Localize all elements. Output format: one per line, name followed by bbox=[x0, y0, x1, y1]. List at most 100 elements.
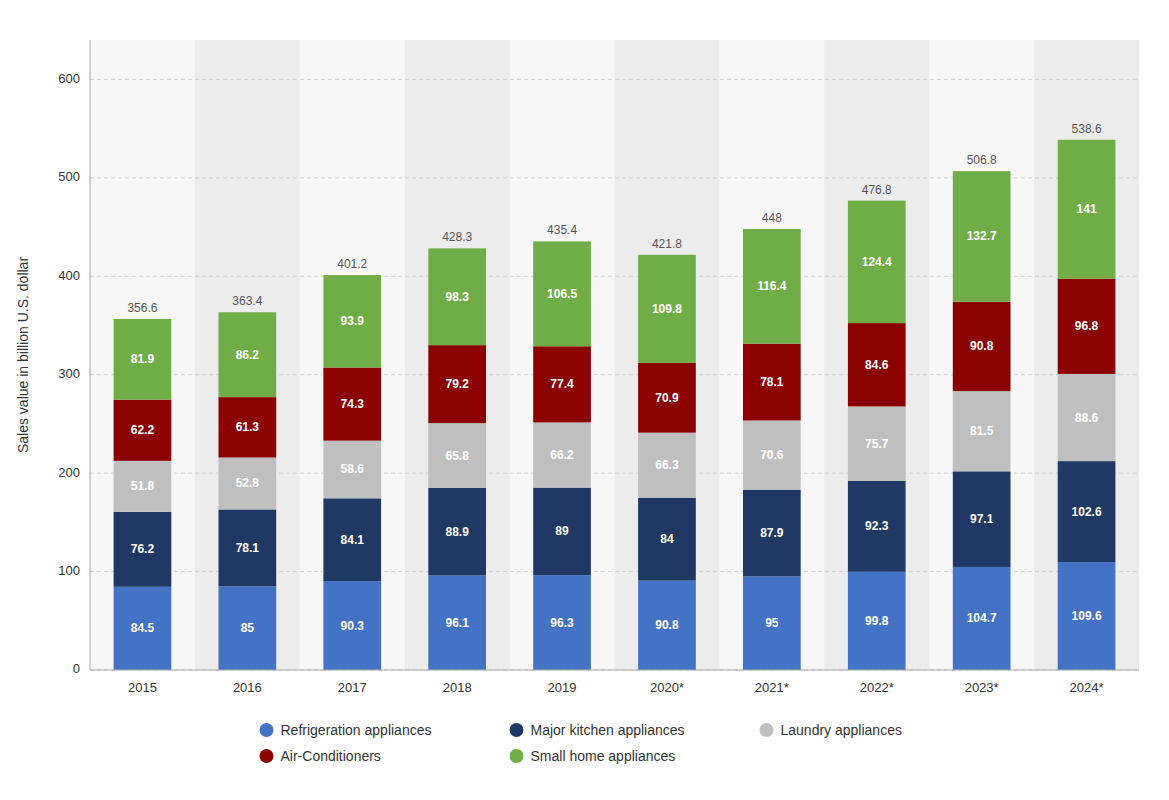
legend-marker bbox=[260, 723, 274, 737]
data-label: 58.6 bbox=[341, 462, 365, 476]
x-tick-label: 2017 bbox=[338, 680, 367, 695]
bar-segment bbox=[953, 567, 1011, 670]
data-label: 74.3 bbox=[341, 397, 365, 411]
total-label: 401.2 bbox=[337, 257, 367, 271]
bar-segment bbox=[219, 509, 277, 586]
legend-item: Small home appliances bbox=[510, 748, 676, 764]
data-label: 75.7 bbox=[865, 437, 889, 451]
bar-segment bbox=[848, 481, 906, 572]
bar-segment bbox=[323, 498, 381, 581]
bar-segment bbox=[219, 586, 277, 670]
legend-label: Refrigeration appliances bbox=[281, 722, 432, 738]
y-tick-label: 600 bbox=[58, 71, 80, 86]
data-label: 102.6 bbox=[1072, 505, 1102, 519]
bar-segment bbox=[848, 201, 906, 323]
bar-segment bbox=[533, 488, 591, 576]
column-band bbox=[615, 40, 720, 670]
legend-label: Small home appliances bbox=[531, 748, 676, 764]
data-label: 84 bbox=[660, 532, 674, 546]
legend-item: Laundry appliances bbox=[760, 722, 902, 738]
x-tick-label: 2018 bbox=[443, 680, 472, 695]
bar-segment bbox=[323, 441, 381, 499]
bar-segment bbox=[219, 312, 277, 397]
bar-segment bbox=[743, 576, 801, 670]
data-label: 89 bbox=[555, 524, 569, 538]
data-label: 93.9 bbox=[341, 314, 365, 328]
bar-segment bbox=[1058, 140, 1116, 279]
x-tick-label: 2024* bbox=[1070, 680, 1104, 695]
bar-segment bbox=[428, 248, 486, 345]
bar-segment bbox=[219, 457, 277, 509]
total-label: 421.8 bbox=[652, 237, 682, 251]
data-label: 65.8 bbox=[445, 449, 469, 463]
total-label: 448 bbox=[762, 211, 782, 225]
data-label: 95 bbox=[765, 616, 779, 630]
legend-label: Air-Conditioners bbox=[281, 748, 381, 764]
data-label: 87.9 bbox=[760, 526, 784, 540]
total-label: 538.6 bbox=[1072, 122, 1102, 136]
y-tick-label: 300 bbox=[58, 366, 80, 381]
bar-segment bbox=[533, 241, 591, 346]
x-tick-label: 2021* bbox=[755, 680, 789, 695]
bar-segment bbox=[743, 490, 801, 577]
x-tick-label: 2023* bbox=[965, 680, 999, 695]
data-labels: 84.58590.396.196.390.89599.8104.7109.676… bbox=[127, 122, 1101, 636]
bar-segment bbox=[953, 171, 1011, 302]
x-tick-label: 2015 bbox=[128, 680, 157, 695]
data-label: 78.1 bbox=[236, 541, 260, 555]
bar-segment bbox=[743, 344, 801, 421]
y-tick-label: 0 bbox=[73, 661, 80, 676]
bar-segment bbox=[1058, 279, 1116, 374]
x-tick-label: 2020* bbox=[650, 680, 684, 695]
bar-segment bbox=[848, 572, 906, 670]
bar-segment bbox=[114, 461, 172, 512]
bar-segment bbox=[953, 391, 1011, 471]
bar-segment bbox=[743, 229, 801, 344]
data-label: 104.7 bbox=[967, 611, 997, 625]
legend-label: Major kitchen appliances bbox=[531, 722, 685, 738]
bar-segment bbox=[323, 275, 381, 367]
bar-segment bbox=[114, 587, 172, 670]
plot-background bbox=[90, 40, 1139, 670]
data-label: 86.2 bbox=[236, 348, 260, 362]
data-label: 77.4 bbox=[550, 377, 574, 391]
bar-segment bbox=[428, 575, 486, 670]
bar-segment bbox=[533, 346, 591, 422]
bar-segment bbox=[323, 581, 381, 670]
data-label: 96.1 bbox=[445, 616, 469, 630]
bar-segment bbox=[533, 422, 591, 487]
y-axis: 0100200300400500600 bbox=[58, 71, 1139, 677]
bar-segment bbox=[953, 471, 1011, 567]
bar-segment bbox=[114, 400, 172, 461]
y-axis-title: Sales value in billion U.S. dollar bbox=[15, 257, 31, 453]
total-label: 476.8 bbox=[862, 183, 892, 197]
data-label: 79.2 bbox=[445, 377, 469, 391]
bar-segment bbox=[1058, 461, 1116, 562]
data-label: 97.1 bbox=[970, 512, 994, 526]
column-band bbox=[824, 40, 929, 670]
y-axis-line bbox=[90, 40, 91, 670]
total-label: 435.4 bbox=[547, 223, 577, 237]
column-band bbox=[195, 40, 300, 670]
data-label: 88.9 bbox=[445, 525, 469, 539]
data-label: 70.9 bbox=[655, 391, 679, 405]
data-label: 61.3 bbox=[236, 420, 260, 434]
grid-line bbox=[90, 79, 1139, 80]
data-label: 132.7 bbox=[967, 229, 997, 243]
data-label: 81.5 bbox=[970, 424, 994, 438]
bar-segment bbox=[1058, 374, 1116, 461]
data-label: 98.3 bbox=[445, 290, 469, 304]
data-label: 96.8 bbox=[1075, 319, 1099, 333]
data-label: 106.5 bbox=[547, 287, 577, 301]
y-tick-label: 500 bbox=[58, 169, 80, 184]
legend-label: Laundry appliances bbox=[781, 722, 902, 738]
data-label: 84.6 bbox=[865, 358, 889, 372]
x-tick-label: 2022* bbox=[860, 680, 894, 695]
legend-item: Major kitchen appliances bbox=[510, 722, 685, 738]
bar-segment bbox=[638, 433, 696, 498]
y-tick-label: 400 bbox=[58, 268, 80, 283]
bar-segment bbox=[848, 406, 906, 481]
x-axis: 201520162017201820192020*2021*2022*2023*… bbox=[90, 670, 1139, 695]
data-label: 51.8 bbox=[131, 479, 155, 493]
x-axis-line bbox=[90, 670, 1139, 671]
